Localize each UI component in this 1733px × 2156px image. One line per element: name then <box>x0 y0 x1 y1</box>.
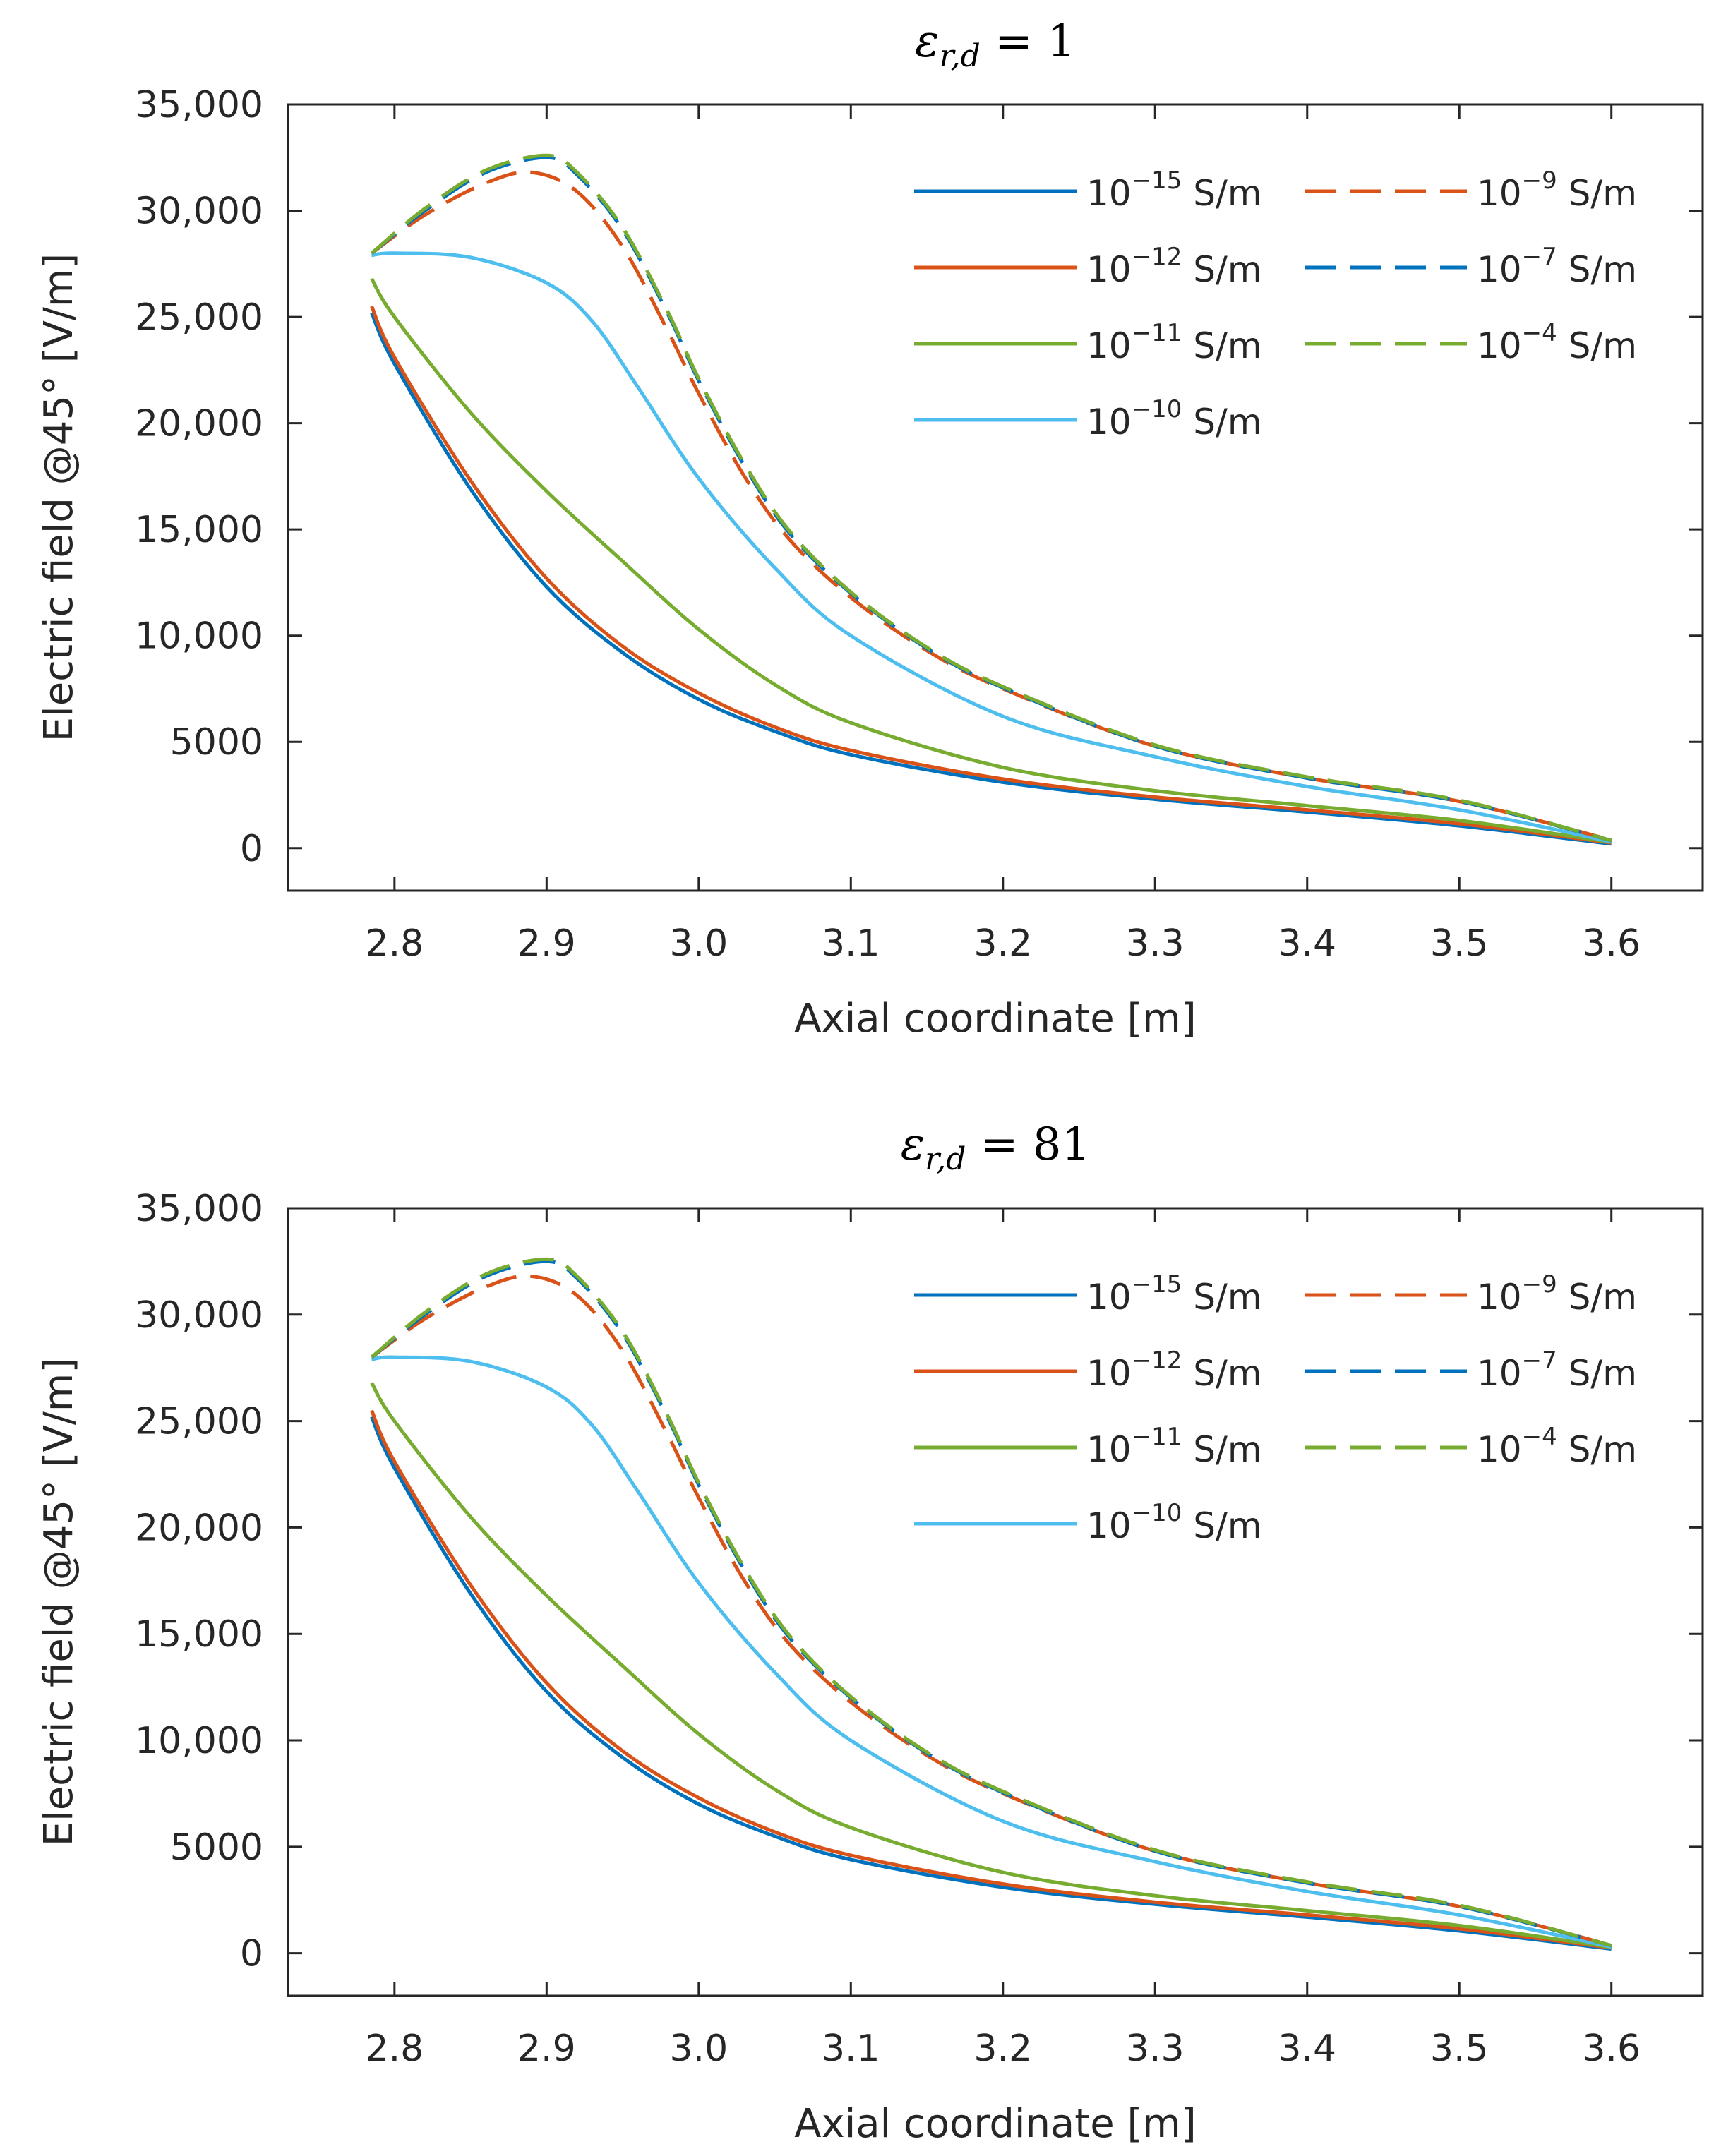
legend-entry: 10−9 S/m <box>1305 1270 1637 1318</box>
x-tick-label: 3.4 <box>1278 2028 1336 2070</box>
x-tick-label: 2.9 <box>517 2028 576 2070</box>
y-tick-label: 25,000 <box>135 296 263 339</box>
legend-entry: 10−11 S/m <box>914 1423 1262 1470</box>
y-tick-label: 25,000 <box>135 1401 263 1443</box>
legend-entry: 10−12 S/m <box>914 1347 1262 1394</box>
y-tick-label: 5000 <box>170 721 263 764</box>
series-line-1 <box>370 1416 1612 1951</box>
chart-1: εr,d = 1 2.8 2.9 3.0 3.1 3.2 3.3 3.4 3.5 3.6 0 5000… <box>36 16 1704 1042</box>
legend-label: 10−10 S/m <box>1086 395 1262 442</box>
legend-label: 10−7 S/m <box>1477 243 1637 290</box>
y-axis-label: Electric field @45° [V/m] <box>36 1358 82 1846</box>
legend-entry: 10−15 S/m <box>914 167 1262 214</box>
y-tick-label: 20,000 <box>135 1507 263 1549</box>
y-tick-label: 35,000 <box>135 1188 263 1230</box>
plot-area <box>288 1208 1703 1996</box>
legend: 10−15 S/m 10−12 S/m 10−11 S/m 10−10 S/m 10−9… <box>914 167 1637 442</box>
y-tick-label: 5000 <box>170 1826 263 1869</box>
axes-box <box>287 103 1704 892</box>
y-tick-label: 0 <box>240 1933 263 1975</box>
x-tick-label: 3.0 <box>669 2028 728 2070</box>
axes-box <box>287 1207 1704 1997</box>
legend-entry: 10−4 S/m <box>1305 319 1637 366</box>
legend-entry: 10−15 S/m <box>914 1270 1262 1318</box>
y-tick-label: 30,000 <box>135 191 263 233</box>
series-line-7 <box>370 153 1612 843</box>
chart-2: εr,d = 81 2.8 2.9 3.0 3.1 3.2 3.3 3.4 3.5 3.6 0 500… <box>36 1119 1704 2147</box>
legend-entry: 10−10 S/m <box>914 1499 1262 1546</box>
y-tick-label: 10,000 <box>135 1720 263 1762</box>
series-line-2 <box>370 305 1612 845</box>
plot-area <box>288 104 1703 891</box>
series-group <box>370 1257 1612 1951</box>
legend-label: 10−9 S/m <box>1477 1270 1637 1318</box>
y-tick-label: 30,000 <box>135 1294 263 1337</box>
x-tick-label: 2.9 <box>517 922 576 965</box>
legend-entry: 10−12 S/m <box>914 243 1262 290</box>
series-line-3 <box>370 277 1612 844</box>
x-tick-label: 3.0 <box>669 922 728 965</box>
series-line-4 <box>371 251 1612 844</box>
legend-label: 10−12 S/m <box>1086 1347 1262 1394</box>
y-tick-label: 35,000 <box>135 84 263 126</box>
y-tick-label: 10,000 <box>135 615 263 658</box>
legend-label: 10−15 S/m <box>1086 167 1262 214</box>
legend-entry: 10−10 S/m <box>914 395 1262 442</box>
legend-entry: 10−7 S/m <box>1305 1347 1637 1394</box>
x-tick-label: 2.8 <box>365 922 424 965</box>
x-tick-label: 3.6 <box>1582 922 1641 965</box>
x-tick-label: 3.2 <box>973 2028 1032 2070</box>
y-tick-label: 20,000 <box>135 403 263 445</box>
x-tick-label: 3.1 <box>822 2028 880 2070</box>
legend-entry: 10−4 S/m <box>1305 1423 1637 1470</box>
y-tick-label: 0 <box>240 828 263 870</box>
series-group <box>370 153 1612 846</box>
x-tick-label: 2.8 <box>365 2028 424 2070</box>
x-tick-label: 3.4 <box>1278 922 1336 965</box>
y-axis-label: Electric field @45° [V/m] <box>36 253 82 742</box>
legend-label: 10−4 S/m <box>1477 319 1637 366</box>
legend-label: 10−12 S/m <box>1086 243 1262 290</box>
legend-label: 10−7 S/m <box>1477 1347 1637 1394</box>
x-tick-label: 3.5 <box>1430 922 1489 965</box>
legend-entry: 10−11 S/m <box>914 319 1262 366</box>
x-tick-label: 3.1 <box>822 922 880 965</box>
legend: 10−15 S/m 10−12 S/m 10−11 S/m 10−10 S/m 10−9… <box>914 1270 1637 1546</box>
x-tick-label: 3.2 <box>973 922 1032 965</box>
legend-entry: 10−7 S/m <box>1305 243 1637 290</box>
legend-label: 10−9 S/m <box>1477 167 1637 214</box>
x-tick-label: 3.6 <box>1582 2028 1641 2070</box>
legend-label: 10−15 S/m <box>1086 1270 1262 1318</box>
series-line-1 <box>370 312 1612 846</box>
legend-label: 10−11 S/m <box>1086 1423 1262 1470</box>
x-tick-label: 3.3 <box>1126 2028 1185 2070</box>
x-tick-label: 3.5 <box>1430 2028 1489 2070</box>
x-tick-label: 3.3 <box>1126 922 1185 965</box>
series-line-4 <box>371 1355 1612 1949</box>
legend-label: 10−4 S/m <box>1477 1423 1637 1470</box>
y-tick-label: 15,000 <box>135 509 263 551</box>
legend-label: 10−11 S/m <box>1086 319 1262 366</box>
x-axis-label: Axial coordinate [m] <box>794 2101 1196 2147</box>
y-tick-label: 15,000 <box>135 1613 263 1656</box>
legend-entry: 10−9 S/m <box>1305 167 1637 214</box>
series-line-2 <box>370 1409 1612 1950</box>
legend-label: 10−10 S/m <box>1086 1499 1262 1546</box>
x-axis-label: Axial coordinate [m] <box>794 996 1196 1042</box>
chart-title: εr,d = 81 <box>901 1119 1090 1177</box>
chart-title: εr,d = 1 <box>915 16 1076 74</box>
series-line-3 <box>370 1382 1612 1949</box>
series-line-7 <box>370 1257 1612 1948</box>
